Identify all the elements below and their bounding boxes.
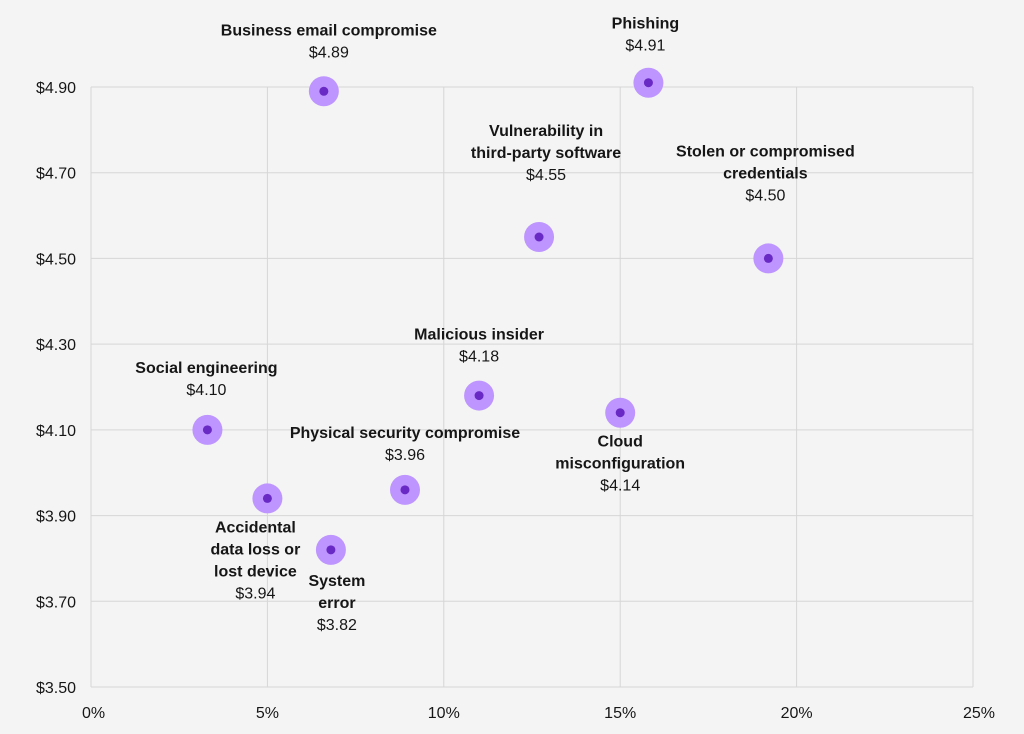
point-name-label: Accidental	[215, 519, 296, 536]
point-marker-core	[319, 86, 329, 96]
point-label: Accidental data loss or lost device $3.94	[210, 519, 300, 602]
point-name-label: Malicious insider	[414, 327, 544, 344]
point-label: Vulnerability in third-party software $4.5…	[471, 123, 621, 184]
data-point	[753, 243, 784, 274]
point-value-label: $4.50	[745, 187, 785, 204]
y-tick-label: $3.50	[36, 680, 76, 697]
data-point	[633, 67, 664, 98]
point-value-label: $3.94	[235, 585, 275, 602]
point-marker-core	[534, 232, 544, 242]
point-label: System error $3.82	[308, 573, 365, 634]
point-marker-core	[643, 78, 653, 88]
point-name-label: Vulnerability in	[489, 123, 603, 140]
data-point	[315, 534, 346, 565]
data-point	[524, 222, 555, 252]
x-tick-label: 5%	[256, 705, 279, 722]
point-value-label: $4.18	[459, 349, 499, 366]
point-marker-core	[262, 493, 272, 503]
y-tick-label: $4.70	[36, 166, 76, 183]
y-tick-label: $3.70	[36, 594, 76, 611]
grid-lines	[90, 86, 974, 688]
point-value-label: $3.82	[317, 617, 357, 634]
x-axis-ticks: 0% 5% 10% 15% 20% 25%	[82, 705, 995, 722]
y-tick-label: $4.50	[36, 251, 76, 268]
point-name-label: credentials	[723, 165, 808, 182]
data-point	[464, 380, 495, 411]
y-axis-ticks: $3.50 $3.70 $3.90 $4.10 $4.30 $4.50 $4.70 $4.90	[36, 80, 76, 697]
point-label: Phishing $4.91	[612, 16, 680, 55]
point-marker-core	[615, 408, 625, 418]
y-tick-label: $4.10	[36, 423, 76, 440]
point-name-label: data loss or	[210, 541, 300, 558]
data-point	[605, 397, 636, 428]
point-value-label: $4.89	[309, 44, 349, 61]
point-label: Cloud misconfiguration $4.14	[555, 434, 685, 495]
point-name-label: Cloud	[598, 434, 643, 451]
x-tick-label: 15%	[604, 705, 636, 722]
point-label: Physical security compromise $3.96	[290, 425, 520, 464]
point-marker-core	[400, 485, 410, 495]
data-points	[192, 67, 784, 565]
data-point	[192, 414, 223, 445]
x-tick-label: 25%	[963, 705, 995, 722]
point-label: Social engineering $4.10	[135, 360, 277, 399]
point-name-label: System	[308, 573, 365, 590]
point-name-label: Physical security compromise	[290, 425, 520, 442]
point-name-label: misconfiguration	[555, 456, 685, 473]
point-value-label: $4.14	[600, 478, 640, 495]
data-labels: Business email compromise $4.89 Phishing $4…	[135, 16, 854, 634]
x-tick-label: 20%	[781, 705, 813, 722]
point-name-label: Phishing	[612, 16, 680, 33]
data-point	[389, 474, 420, 505]
data-point	[308, 76, 339, 107]
point-value-label: $4.91	[625, 38, 665, 55]
point-value-label: $4.55	[526, 167, 566, 184]
point-label: Business email compromise $4.89	[221, 22, 437, 61]
y-tick-label: $3.90	[36, 509, 76, 526]
point-value-label: $4.10	[186, 382, 226, 399]
point-name-label: error	[318, 595, 355, 612]
point-label: Malicious insider $4.18	[414, 327, 544, 366]
x-tick-label: 10%	[428, 705, 460, 722]
point-name-label: Stolen or compromised	[676, 143, 855, 160]
point-marker-core	[202, 425, 212, 435]
point-label: Stolen or compromised credentials $4.50	[676, 143, 855, 204]
y-tick-label: $4.90	[36, 80, 76, 97]
point-name-label: third-party software	[471, 145, 621, 162]
point-name-label: Social engineering	[135, 360, 277, 377]
point-name-label: lost device	[214, 563, 297, 580]
point-marker-core	[763, 253, 773, 263]
point-marker-core	[326, 545, 336, 555]
point-value-label: $3.96	[385, 447, 425, 464]
point-marker-core	[474, 391, 484, 401]
data-point	[252, 483, 283, 514]
point-name-label: Business email compromise	[221, 22, 437, 39]
x-tick-label: 0%	[82, 705, 105, 722]
y-tick-label: $4.30	[36, 337, 76, 354]
